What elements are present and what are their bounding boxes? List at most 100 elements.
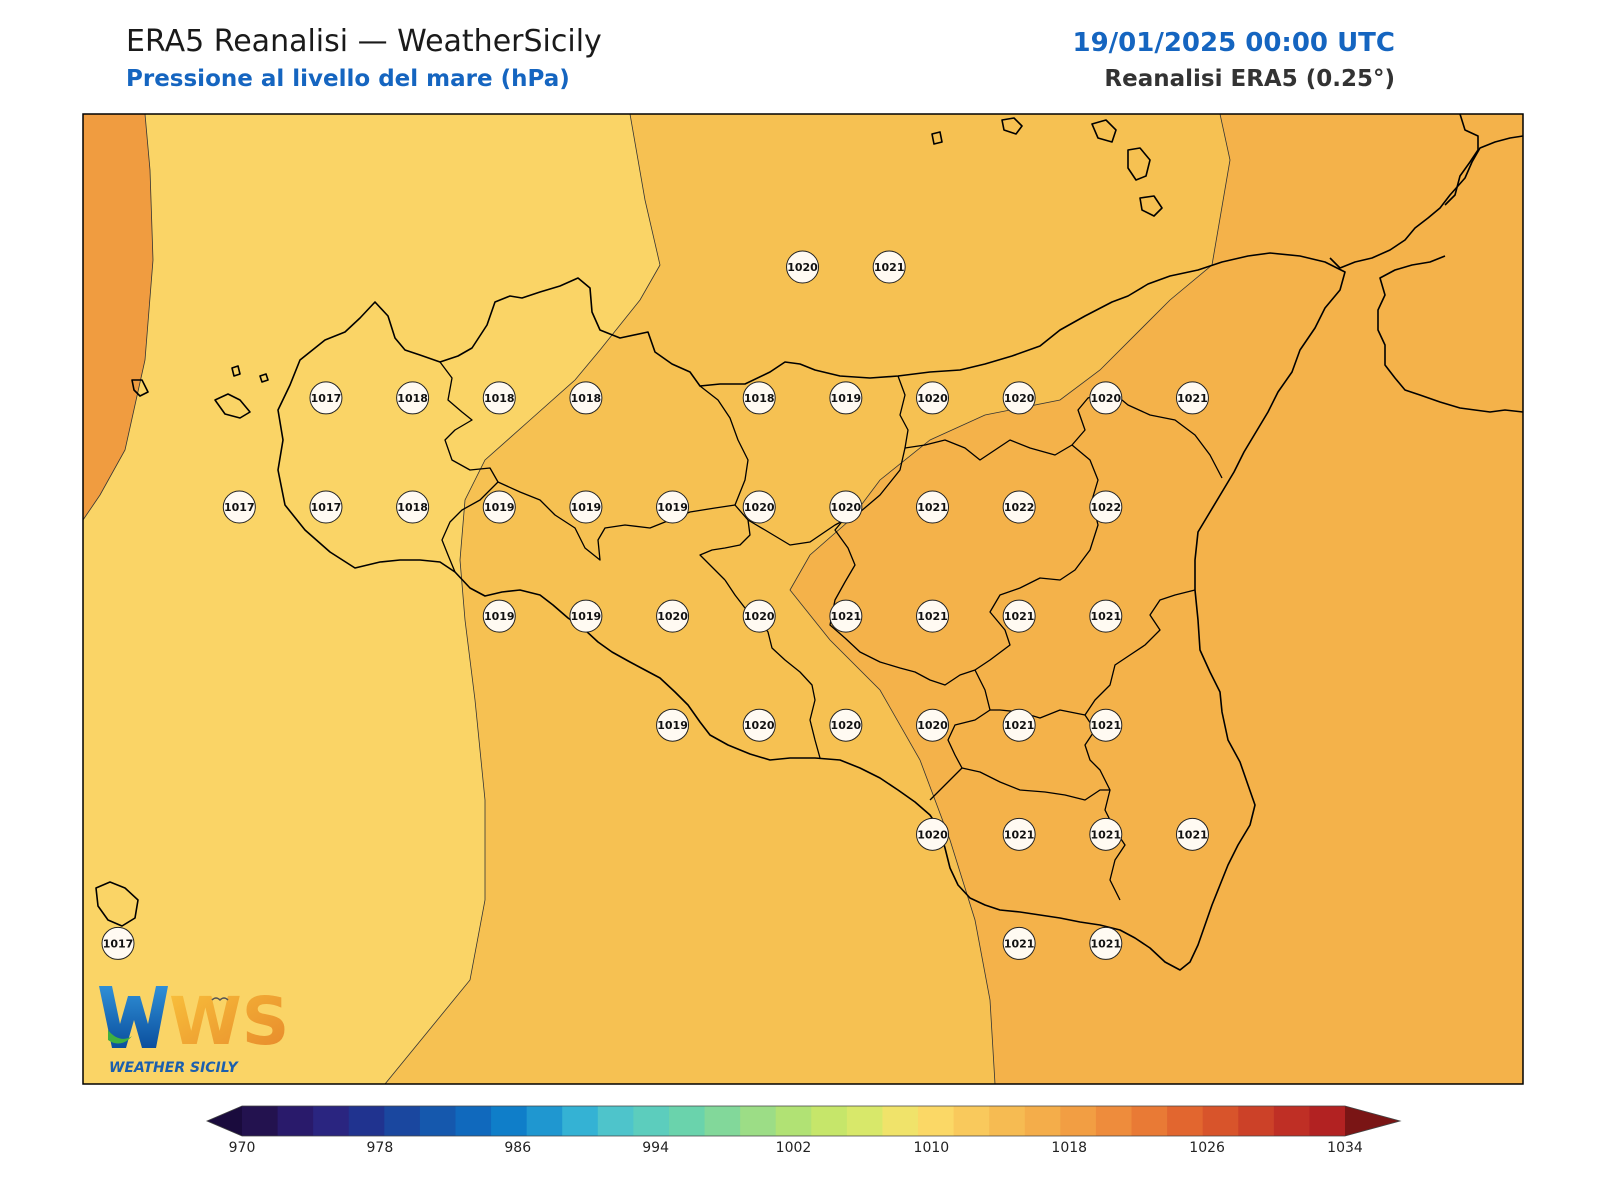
colorbar-tick-label: 1018 <box>1051 1140 1087 1156</box>
station-circle <box>916 708 950 742</box>
station-circle <box>309 490 343 524</box>
station-marker: 1019 <box>569 599 603 633</box>
station-marker: 1017 <box>222 490 256 524</box>
station-value: 1021 <box>1004 719 1035 732</box>
colorbar-segment <box>348 1106 385 1136</box>
logo: WS WEATHER SICILY <box>99 983 289 1076</box>
station-circle <box>742 708 776 742</box>
logo-mark: WS <box>99 983 289 1060</box>
colorbar-tick-label: 970 <box>229 1140 256 1156</box>
colorbar-segment <box>633 1106 670 1136</box>
station-value: 1017 <box>311 501 342 514</box>
colorbar-tick-label: 1026 <box>1189 1140 1225 1156</box>
station-marker: 1021 <box>1002 926 1036 960</box>
station-value: 1018 <box>744 392 775 405</box>
station-value: 1020 <box>744 610 775 623</box>
colorbar-segment <box>1024 1106 1061 1136</box>
colorbar-segment <box>882 1106 919 1136</box>
province-border <box>961 767 1110 801</box>
station-circle <box>396 490 430 524</box>
station-value: 1017 <box>103 937 134 950</box>
station-value: 1021 <box>917 610 948 623</box>
station-value: 1021 <box>874 261 905 274</box>
colorbar-segment <box>775 1106 812 1136</box>
station-value: 1020 <box>831 719 862 732</box>
station-marker: 1019 <box>829 381 863 415</box>
station-marker: 1019 <box>482 599 516 633</box>
station-value: 1018 <box>484 392 515 405</box>
station-circle <box>1002 817 1036 851</box>
station-value: 1018 <box>571 392 602 405</box>
station-value: 1019 <box>571 610 602 623</box>
station-circle <box>222 490 256 524</box>
map-subtitle: Pressione al livello del mare (hPa) <box>126 66 570 92</box>
station-marker: 1018 <box>569 381 603 415</box>
station-marker: 1021 <box>1175 817 1209 851</box>
station-marker: 1018 <box>396 381 430 415</box>
station-marker: 1019 <box>482 490 516 524</box>
station-circle <box>482 381 516 415</box>
station-circle <box>1175 381 1209 415</box>
colorbar-segment <box>384 1106 421 1136</box>
calabria-coastline <box>1377 255 1523 413</box>
station-value: 1020 <box>917 828 948 841</box>
station-marker: 1018 <box>742 381 776 415</box>
colorbar-segment <box>526 1106 563 1136</box>
station-circle <box>829 599 863 633</box>
station-circle <box>916 490 950 524</box>
colorbar-segment <box>1095 1106 1133 1136</box>
station-value: 1019 <box>571 501 602 514</box>
station-circle <box>1002 381 1036 415</box>
station-value: 1020 <box>657 610 688 623</box>
pressure-band-1016 <box>83 114 153 520</box>
station-circle <box>1089 817 1123 851</box>
pressure-band-1018 <box>385 114 1230 1084</box>
station-marker: 1019 <box>656 490 690 524</box>
station-marker: 1020 <box>1002 381 1036 415</box>
station-marker: 1021 <box>1089 926 1123 960</box>
colorbar-segment <box>704 1106 741 1136</box>
colorbar-segment <box>1131 1106 1168 1136</box>
station-value: 1020 <box>831 501 862 514</box>
station-marker: 1021 <box>1175 381 1209 415</box>
station-value: 1020 <box>787 261 818 274</box>
station-circle <box>569 490 603 524</box>
station-circle <box>916 381 950 415</box>
station-value: 1022 <box>1090 501 1121 514</box>
colorbar-segment <box>989 1106 1026 1136</box>
province-border <box>699 385 749 506</box>
eolie-island <box>931 131 943 145</box>
colorbar-outline <box>205 1105 1402 1137</box>
province-border <box>699 519 751 581</box>
station-circle <box>396 381 430 415</box>
station-marker: 1021 <box>916 490 950 524</box>
station-value: 1021 <box>831 610 862 623</box>
station-marker: 1020 <box>916 381 950 415</box>
colorbar-segment <box>918 1106 955 1136</box>
station-circle <box>309 381 343 415</box>
logo-initials: WS <box>169 983 289 1060</box>
calabria-coastline <box>1444 114 1479 206</box>
station-circle <box>101 926 135 960</box>
logo-text: WEATHER SICILY <box>109 1060 240 1076</box>
station-circle <box>916 599 950 633</box>
station-value: 1020 <box>1004 392 1035 405</box>
station-circle <box>1089 708 1123 742</box>
colorbar-tick-label: 1002 <box>776 1140 812 1156</box>
station-marker: 1021 <box>916 599 950 633</box>
station-marker: 1020 <box>742 490 776 524</box>
station-circle <box>1089 490 1123 524</box>
eolie-island <box>1091 119 1117 143</box>
colorbar-segment <box>277 1106 314 1136</box>
sicily-coastline <box>277 252 1346 971</box>
station-value: 1019 <box>657 501 688 514</box>
pressure-band-1020 <box>790 114 1523 1084</box>
station-marker: 1020 <box>1089 381 1123 415</box>
station-marker: 1019 <box>569 490 603 524</box>
station-circle <box>656 490 690 524</box>
province-border <box>439 361 499 573</box>
station-circle <box>829 708 863 742</box>
station-circle <box>742 490 776 524</box>
map-title: ERA5 Reanalisi — WeatherSicily <box>126 24 602 59</box>
